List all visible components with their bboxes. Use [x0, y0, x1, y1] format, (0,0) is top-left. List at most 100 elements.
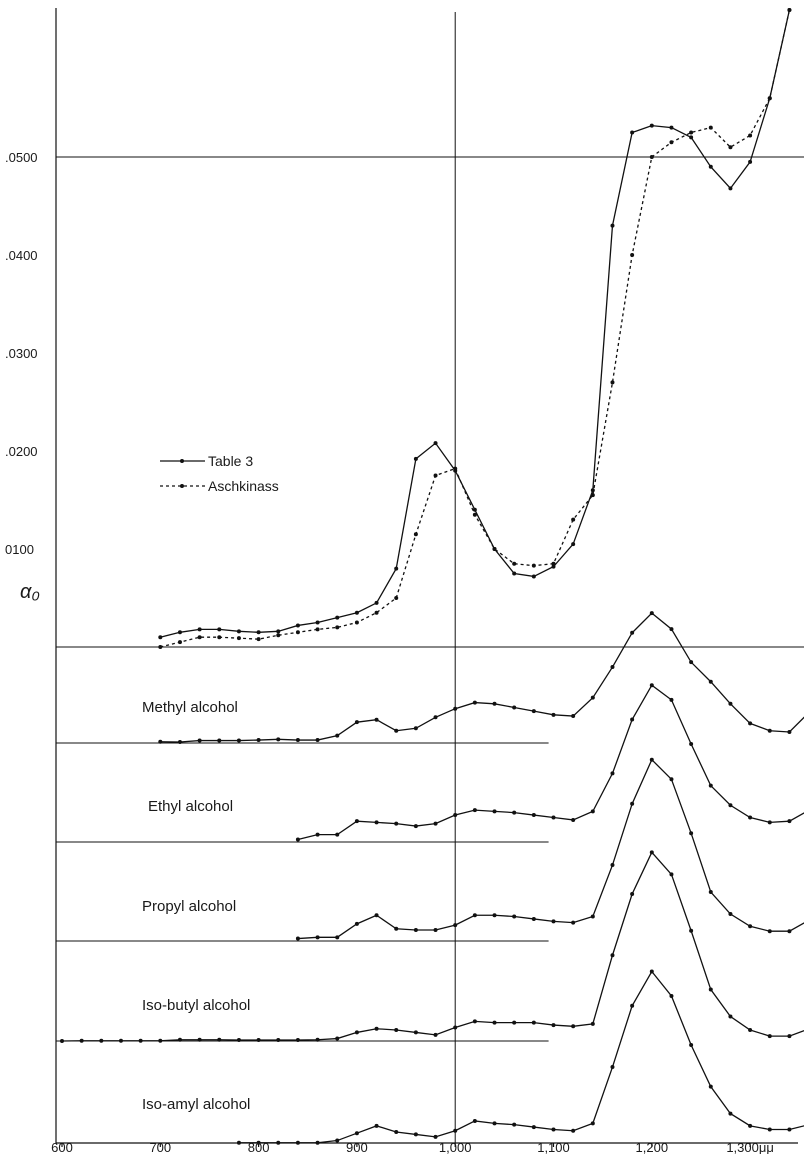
y-axis-label: α₀: [20, 581, 40, 603]
propyl-alcohol-point: [433, 927, 438, 932]
iso-amyl-alcohol-point: [531, 1125, 536, 1130]
methyl-alcohol-point: [610, 665, 615, 670]
water-table3-point: [669, 125, 674, 130]
water-aschkinass-point: [708, 125, 713, 130]
water-table3-point: [433, 441, 438, 446]
iso-butyl-alcohol-point: [551, 1023, 556, 1028]
iso-amyl-alcohol-point: [708, 1084, 713, 1089]
x-tick-label: 900: [346, 1140, 368, 1154]
iso-amyl-alcohol-point: [394, 1129, 399, 1134]
ethyl-alcohol-point: [354, 819, 359, 824]
propyl-alcohol-point: [472, 913, 477, 918]
iso-amyl-alcohol-point: [630, 1003, 635, 1008]
propyl-alcohol-point: [335, 935, 340, 940]
water-table3-point: [236, 629, 241, 634]
propyl-alcohol-point: [413, 927, 418, 932]
iso-butyl-alcohol-point: [590, 1021, 595, 1026]
propyl-alcohol-point: [512, 914, 517, 919]
propyl-alcohol-point: [354, 921, 359, 926]
iso-butyl-alcohol-point: [512, 1020, 517, 1025]
x-tick-label: 1,000: [439, 1140, 472, 1154]
y-tick-label: .0300: [5, 346, 38, 361]
methyl-alcohol-point: [433, 715, 438, 720]
ethyl-alcohol-point: [315, 832, 320, 837]
ethyl-alcohol-point: [669, 697, 674, 702]
methyl-alcohol-point: [531, 709, 536, 714]
methyl-alcohol-point: [767, 728, 772, 733]
y-tick-label: .0500: [5, 150, 38, 165]
methyl-alcohol-point: [630, 630, 635, 635]
methyl-alcohol-point: [197, 738, 202, 743]
iso-amyl-alcohol-point: [492, 1121, 497, 1126]
propyl-alcohol-point: [551, 919, 556, 924]
iso-butyl-alcohol-point: [492, 1020, 497, 1025]
water-table3-point: [748, 159, 753, 164]
iso-butyl-alcohol-label: Iso-butyl alcohol: [142, 997, 250, 1014]
water-table3-point: [177, 630, 182, 635]
water-aschkinass-point: [315, 627, 320, 632]
methyl-alcohol-point: [649, 611, 654, 616]
iso-butyl-alcohol-point: [748, 1027, 753, 1032]
legend-dotted-marker: [180, 484, 184, 488]
iso-amyl-alcohol-point: [571, 1128, 576, 1133]
methyl-alcohol-point: [787, 729, 792, 734]
iso-butyl-alcohol-point: [295, 1038, 300, 1043]
ethyl-alcohol-point: [472, 808, 477, 813]
iso-butyl-alcohol-point: [787, 1034, 792, 1039]
iso-butyl-alcohol-point: [571, 1024, 576, 1029]
iso-butyl-alcohol-point: [236, 1038, 241, 1043]
methyl-alcohol-point: [335, 733, 340, 738]
iso-amyl-alcohol-point: [669, 994, 674, 998]
methyl-alcohol-point: [236, 738, 241, 743]
iso-amyl-alcohol-point: [374, 1123, 379, 1128]
methyl-alcohol-point: [315, 738, 320, 743]
propyl-alcohol-point: [787, 929, 792, 934]
water-aschkinass-point: [413, 532, 418, 537]
methyl-alcohol-point: [276, 737, 281, 742]
water-aschkinass-point: [295, 630, 300, 635]
water-aschkinass-point: [374, 610, 379, 615]
water-aschkinass-point: [276, 633, 281, 638]
water-aschkinass-point: [728, 145, 733, 150]
methyl-alcohol-point: [728, 701, 733, 706]
propyl-alcohol-point: [748, 924, 753, 929]
water-aschkinass-point: [551, 561, 556, 566]
y-tick-label: .0200: [5, 444, 38, 459]
ethyl-alcohol-point: [551, 815, 556, 820]
water-aschkinass-point: [610, 380, 615, 385]
water-table3-line: [160, 9, 791, 638]
ethyl-alcohol-label: Ethyl alcohol: [148, 798, 233, 815]
ethyl-alcohol-point: [767, 820, 772, 825]
iso-amyl-alcohol-point: [256, 1140, 261, 1145]
iso-amyl-alcohol-point: [590, 1121, 595, 1126]
propyl-alcohol-point: [630, 801, 635, 806]
iso-butyl-alcohol-point: [649, 850, 654, 855]
iso-amyl-alcohol-point: [767, 1127, 772, 1132]
iso-amyl-alcohol-point: [236, 1140, 241, 1145]
propyl-alcohol-point: [689, 831, 694, 836]
iso-butyl-alcohol-point: [276, 1038, 281, 1043]
water-table3-point: [708, 164, 713, 169]
iso-butyl-alcohol-point: [197, 1037, 202, 1042]
water-aschkinass-point: [453, 466, 458, 471]
iso-butyl-alcohol-point: [669, 872, 674, 877]
methyl-alcohol-point: [256, 738, 261, 743]
water-table3-point: [630, 130, 635, 135]
ethyl-alcohol-point: [433, 821, 438, 826]
iso-butyl-alcohol-point: [767, 1034, 772, 1039]
ethyl-alcohol-point: [610, 771, 615, 776]
water-aschkinass-point: [531, 563, 536, 568]
ethyl-alcohol-point: [335, 832, 340, 837]
water-aschkinass-point: [787, 8, 792, 12]
propyl-alcohol-point: [571, 920, 576, 925]
iso-amyl-alcohol-point: [787, 1127, 792, 1132]
water-table3-point: [197, 627, 202, 632]
propyl-alcohol-point: [708, 890, 713, 894]
iso-amyl-alcohol-point: [689, 1043, 694, 1047]
methyl-alcohol-point: [571, 714, 576, 719]
iso-butyl-alcohol-point: [630, 892, 635, 896]
water-aschkinass-point: [394, 596, 399, 600]
iso-butyl-alcohol-point: [708, 987, 713, 992]
water-aschkinass-point: [256, 637, 261, 642]
water-table3-point: [689, 135, 694, 140]
